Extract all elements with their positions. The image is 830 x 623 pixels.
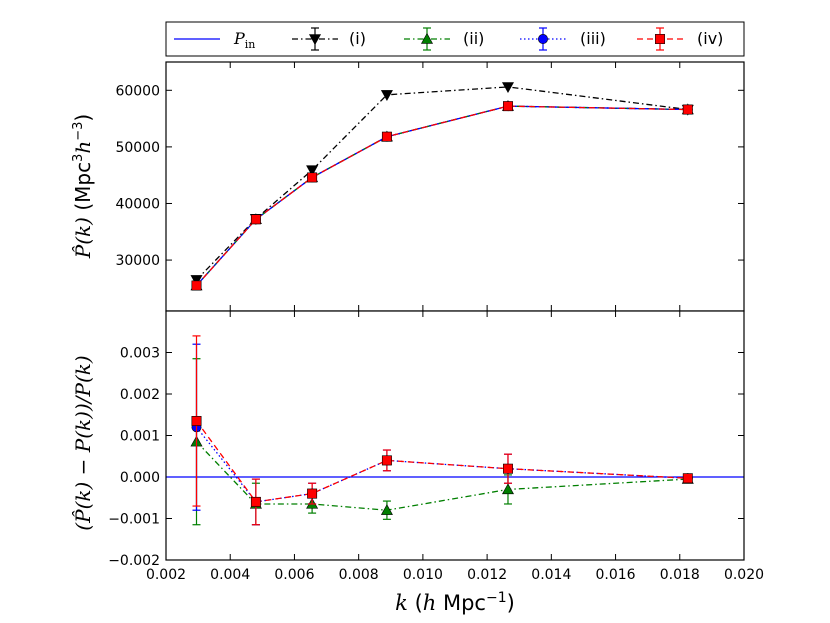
data-point	[381, 131, 392, 142]
legend-marker	[420, 32, 434, 44]
legend-label-iv: (iv)	[697, 29, 723, 48]
y-tick-label: −0.002	[108, 553, 160, 569]
x-tick-label: 0.008	[339, 567, 379, 583]
legend-marker	[655, 34, 665, 44]
data-point	[250, 496, 261, 507]
data-point	[307, 172, 318, 183]
data-point	[191, 280, 202, 291]
y-tick-label: 40000	[115, 196, 160, 212]
x-tick-label: 0.016	[596, 567, 636, 583]
data-point	[503, 101, 513, 112]
x-tick-label: 0.006	[274, 567, 314, 583]
x-tick-label: 0.012	[467, 567, 507, 583]
data-point	[380, 90, 393, 101]
data-point	[503, 463, 513, 474]
x-tick-label: 0.004	[210, 567, 250, 583]
legend-label-ii: (ii)	[463, 29, 484, 48]
x-tick-label: 0.002	[146, 567, 186, 583]
y-tick-label: 0.003	[120, 346, 160, 362]
legend-label-i: (i)	[349, 29, 366, 48]
series-layer	[190, 82, 694, 291]
x-tick-label: 0.018	[660, 567, 700, 583]
data-point	[682, 104, 693, 115]
y-tick-label: 60000	[115, 83, 160, 99]
legend-label-pin: Pin	[233, 29, 255, 51]
data-point	[306, 165, 319, 177]
fractional-difference-panel: −0.002 −0.001 0.000 0.001 0.002 0.003 0.002 0.0…	[108, 310, 764, 583]
legend: Pin (i) (ii) (iii) (iv)	[165, 21, 745, 57]
x-tick-label: 0.020	[724, 567, 764, 583]
data-point	[381, 455, 392, 466]
y-tick-label: 30000	[115, 253, 160, 269]
series-line-i	[196, 86, 688, 281]
data-point	[191, 415, 202, 426]
series-line-ii	[196, 441, 688, 511]
series-layer	[166, 335, 744, 526]
plot-area	[166, 62, 744, 311]
series-line-iv	[195, 420, 688, 503]
power-spectrum-panel: 30000 40000 50000 60000	[115, 61, 745, 312]
plot-area	[166, 311, 744, 560]
y-tick-label: 0.001	[120, 429, 160, 445]
legend-marker	[308, 34, 322, 46]
data-point	[501, 82, 514, 94]
y-tick-label: 0.002	[120, 387, 160, 403]
x-tick-label: 0.014	[531, 567, 571, 583]
top-y-axis-label: P̂(k) (Mpc3h−3)	[71, 114, 95, 259]
y-tick-label: 0.000	[120, 470, 160, 486]
data-point	[307, 488, 318, 499]
data-point	[501, 483, 514, 495]
data-point	[682, 473, 693, 484]
y-tick-label: 50000	[115, 140, 160, 156]
x-tick-label: 0.010	[403, 567, 443, 583]
plot-frame	[165, 310, 745, 561]
series-line-iv	[196, 105, 688, 286]
x-axis-label: k (h Mpc−1)	[395, 590, 515, 615]
legend-label-iii: (iii)	[580, 29, 606, 48]
y-tick-label: −0.001	[108, 512, 160, 528]
data-point	[250, 214, 261, 225]
data-point	[380, 504, 393, 515]
bottom-y-axis-label: (P̂(k) − P(k))/P(k)	[71, 355, 95, 530]
legend-marker	[538, 34, 548, 44]
